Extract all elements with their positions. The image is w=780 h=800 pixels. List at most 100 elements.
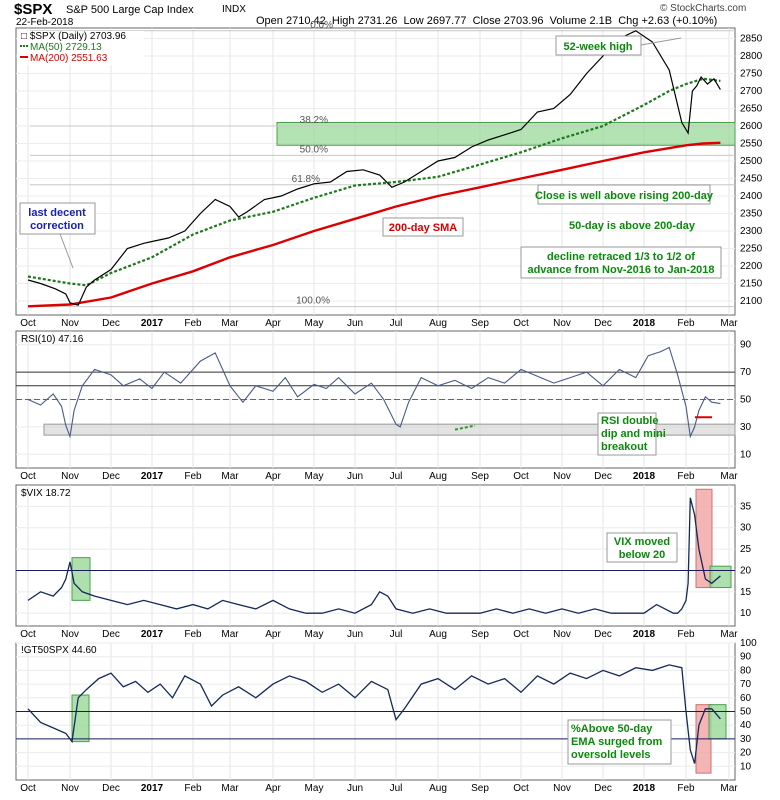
volume-value: 2.1B <box>589 15 613 27</box>
gt50-x-tick: Mar <box>221 783 239 794</box>
annot-close-above-200: Close is well above rising 200-day <box>535 190 714 202</box>
gt50-y-tick: 60 <box>740 693 752 704</box>
rsi-x-tick: Nov <box>61 471 79 482</box>
gt50-x-tick: Aug <box>429 783 447 794</box>
annot-gt50-1: %Above 50-day <box>571 723 653 735</box>
low-label: Low <box>403 15 424 27</box>
fib-label: 38.2% <box>300 115 328 126</box>
gt50-x-tick: Sep <box>471 783 489 794</box>
rsi-x-tick: 2017 <box>141 471 164 482</box>
rsi-x-tick: Jun <box>347 471 363 482</box>
annot-gt50-3: oversold levels <box>571 749 651 761</box>
annot-vix-1: VIX moved <box>614 536 670 548</box>
rsi-x-tick: Sep <box>471 471 489 482</box>
vix-x-tick: Sep <box>471 629 489 640</box>
rsi-x-tick: Mar <box>720 471 738 482</box>
gt50-x-tick: Feb <box>677 783 695 794</box>
gt50-x-tick: Jun <box>347 783 363 794</box>
gt50-y-tick: 50 <box>740 707 752 718</box>
high-value: 2731.26 <box>357 15 398 27</box>
ma200-line <box>27 141 721 308</box>
rsi-x-tick: Nov <box>553 471 571 482</box>
price-x-tick: May <box>305 318 324 329</box>
vix-x-tick: Mar <box>720 629 738 640</box>
price-y-tick: 2500 <box>740 156 763 167</box>
vix-green-zone <box>71 557 91 601</box>
rsi-x-tick: Dec <box>102 471 120 482</box>
vix-x-tick: Nov <box>553 629 571 640</box>
rsi-x-tick: Dec <box>594 471 612 482</box>
symbol: $SPX <box>14 1 53 18</box>
rsi-support-zone <box>43 423 736 436</box>
vix-x-tick: 2017 <box>141 629 164 640</box>
price-x-tick: Oct <box>20 318 36 329</box>
annot-box <box>597 412 657 456</box>
vix-x-tick: Jun <box>347 629 363 640</box>
vix-x-tick: Oct <box>513 629 529 640</box>
rsi-x-tick: Oct <box>513 471 529 482</box>
annot-rsi-3: breakout <box>601 441 648 453</box>
gt50-x-tick: Jul <box>390 783 403 794</box>
annot-decline-line1: decline retraced 1/3 to 1/2 of <box>547 251 695 263</box>
gt50-x-tick: Apr <box>265 783 281 794</box>
gt50-green-zone <box>71 694 90 743</box>
gt50-y-tick: 100 <box>740 638 757 649</box>
price-x-tick: Jul <box>390 318 403 329</box>
price-x-tick: Dec <box>102 318 120 329</box>
price-x-tick: Apr <box>265 318 281 329</box>
gt50-y-tick: 70 <box>740 679 752 690</box>
annot-box <box>606 532 678 563</box>
price-y-tick: 2750 <box>740 69 763 80</box>
rsi-x-tick: Jul <box>390 471 403 482</box>
gt50-x-tick: Feb <box>184 783 202 794</box>
annot-box <box>520 246 722 279</box>
gt50-x-tick: Mar <box>720 783 738 794</box>
gt50-line <box>27 664 721 764</box>
gt50-x-tick: Dec <box>594 783 612 794</box>
vix-y-tick: 30 <box>740 523 752 534</box>
rsi-x-tick: Oct <box>20 471 36 482</box>
exchange: INDX <box>222 4 246 15</box>
vix-x-tick: Aug <box>429 629 447 640</box>
gt50-x-tick: Nov <box>61 783 79 794</box>
price-y-tick: 2550 <box>740 139 763 150</box>
price-y-tick: 2300 <box>740 226 763 237</box>
gt50-y-tick: 80 <box>740 665 752 676</box>
price-y-tick: 2100 <box>740 296 763 307</box>
price-x-tick: Mar <box>720 318 738 329</box>
rsi-y-tick: 90 <box>740 340 752 351</box>
vix-y-tick: 10 <box>740 608 752 619</box>
vix-x-tick: Feb <box>677 629 695 640</box>
rsi-x-tick: May <box>305 471 324 482</box>
gt50-green-zone <box>708 704 727 740</box>
rsi-mini-breakout-line <box>454 424 476 431</box>
legend-ma50: MA(50) 2729.13 <box>30 42 102 53</box>
price-x-tick: Nov <box>553 318 571 329</box>
vix-x-tick: Dec <box>594 629 612 640</box>
gt50-title: !GT50SPX 44.60 <box>21 645 97 656</box>
annot-last-decent: last decent <box>28 207 86 219</box>
vix-x-tick: 2018 <box>633 629 656 640</box>
legend-bg <box>18 31 144 65</box>
ohlc-bar: Open 2710.42 High 2731.26 Low 2697.77 Cl… <box>256 15 717 27</box>
price-x-tick: Dec <box>594 318 612 329</box>
chg-label: Chg <box>618 15 639 27</box>
close-value: 2703.96 <box>503 15 544 27</box>
gt50-x-tick: 2017 <box>141 783 164 794</box>
annot-box <box>19 202 96 235</box>
rsi-y-tick: 70 <box>740 367 752 378</box>
price-y-tick: 2400 <box>740 191 763 202</box>
vix-y-tick: 15 <box>740 587 752 598</box>
price-y-tick: 2700 <box>740 86 763 97</box>
fib-label: 50.0% <box>300 144 328 155</box>
gt50-x-tick: Oct <box>20 783 36 794</box>
legend-spx: □ $SPX (Daily) 2703.96 <box>21 31 126 42</box>
fib-label: 0.0% <box>310 20 333 31</box>
fib-label: 100.0% <box>296 296 330 307</box>
price-x-tick: Jun <box>347 318 363 329</box>
vix-x-tick: Feb <box>184 629 202 640</box>
vix-x-tick: May <box>305 629 324 640</box>
low-value: 2697.77 <box>426 15 467 27</box>
annot-decline-line2: advance from Nov-2016 to Jan-2018 <box>527 264 714 276</box>
